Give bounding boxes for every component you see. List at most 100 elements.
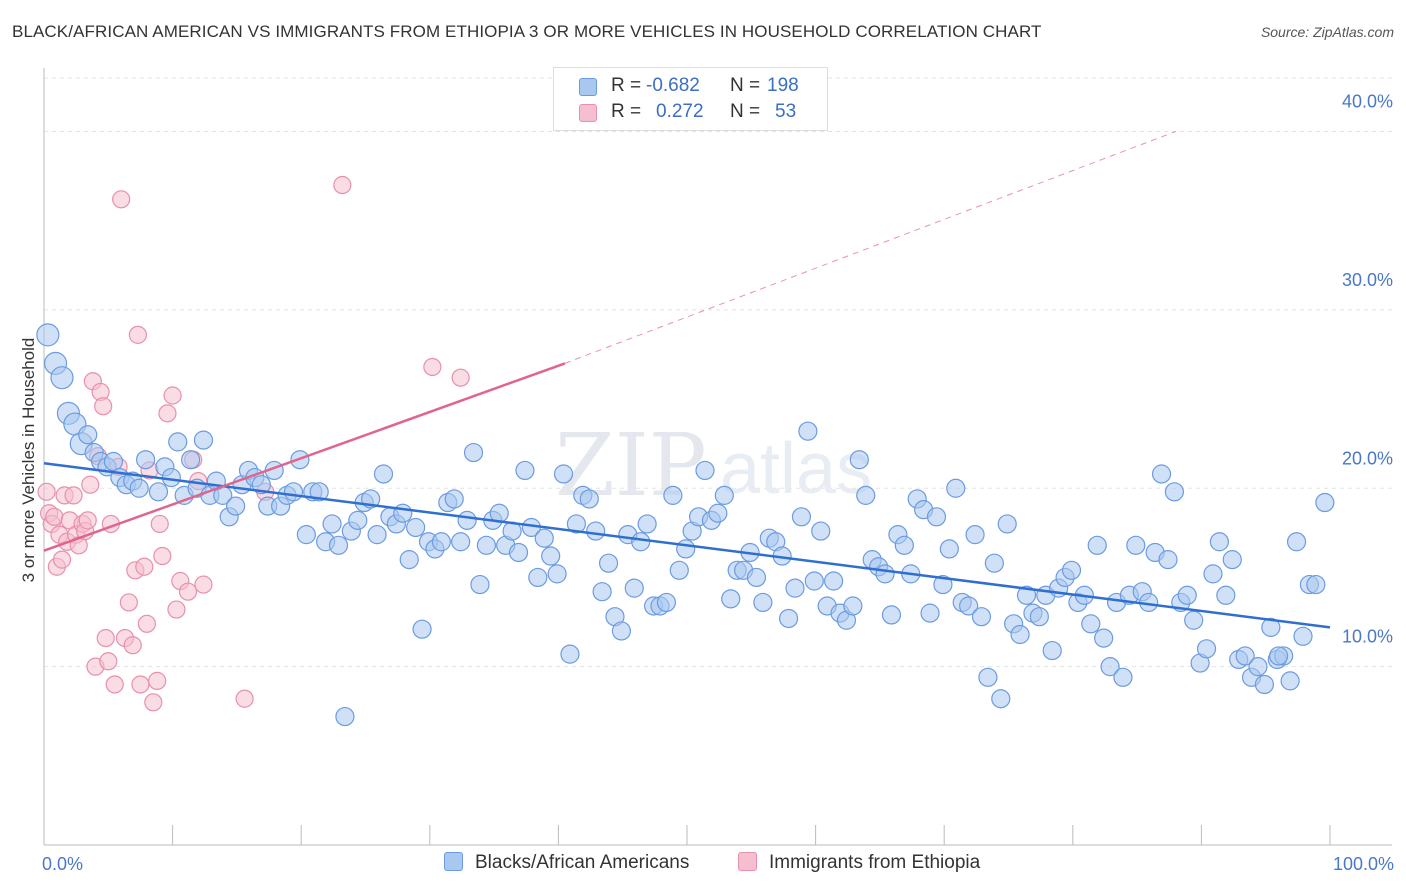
ethiopia-point [135, 557, 154, 576]
y-tick-label: 20.0% [1342, 448, 1393, 468]
black-point [1094, 628, 1114, 648]
black-point [373, 464, 394, 484]
legend-n-value: 198 [767, 75, 799, 96]
black-point [348, 510, 368, 530]
legend-r-value: 0.272 [656, 101, 704, 122]
black-point [946, 478, 966, 498]
ticks: 10.0% 20.0% 30.0% 40.0% 0.0% 100.0% [42, 92, 1394, 874]
black-trend-line [43, 462, 1331, 629]
legend-n-value: 53 [775, 101, 797, 122]
black-point [412, 619, 432, 639]
black-point [328, 535, 349, 555]
ethiopia-point [37, 482, 56, 501]
watermark-atlas: atlas [720, 429, 872, 509]
black-point [1280, 671, 1300, 691]
grid-lines [44, 77, 1392, 668]
ethiopia-point [451, 368, 470, 387]
black-point [541, 546, 561, 566]
black-point [811, 521, 831, 541]
black-point [296, 525, 316, 545]
black-point [1306, 574, 1326, 595]
black-point [1126, 535, 1146, 555]
x-tick-label: 0.0% [42, 854, 83, 874]
y-tick-label: 10.0% [1342, 627, 1393, 647]
black-point [283, 482, 304, 502]
bottom-legend-pink: Immigrants from Ethiopia [738, 852, 980, 874]
legend: R = -0.682 N = 198 R = 0.272 N = 53 [553, 67, 828, 131]
bottom-legend-swatch-pink [738, 852, 757, 871]
ethiopia-point [99, 652, 118, 671]
black-point [1081, 614, 1101, 634]
black-point [451, 532, 471, 552]
black-point [579, 489, 599, 509]
black-point [778, 608, 799, 629]
legend-r-value: -0.682 [646, 75, 700, 96]
ethiopia-point [178, 582, 198, 601]
black-point [1061, 560, 1082, 580]
black-point [881, 605, 902, 625]
black-point [1293, 626, 1313, 646]
black-point [721, 589, 741, 609]
black-point [753, 592, 773, 613]
black-point [1203, 564, 1223, 584]
black-point [669, 560, 689, 580]
black-point [804, 571, 824, 591]
black-point [406, 517, 426, 538]
black-point [1158, 550, 1178, 570]
black-point [444, 489, 464, 509]
black-point [226, 496, 246, 516]
legend-n-label: N = [730, 101, 761, 122]
ethiopia-point [123, 636, 142, 655]
ethiopia-point [112, 190, 131, 209]
ethiopia-point [78, 511, 97, 530]
black-point [920, 603, 940, 623]
black-point [463, 442, 484, 463]
ethiopia-point [105, 675, 124, 694]
black-point [965, 525, 985, 545]
ethiopia-point [144, 693, 163, 712]
black-point [470, 574, 490, 595]
black-point [843, 596, 863, 616]
ethiopia-point [235, 689, 254, 708]
black-point [1254, 674, 1275, 695]
bottom-legend-blue: Blacks/African Americans [444, 852, 689, 874]
black-point [457, 510, 477, 530]
black-point [528, 567, 548, 588]
black-point [1209, 532, 1230, 552]
ethiopia-points [37, 175, 470, 712]
black-point [78, 425, 98, 445]
ethiopia-trend-extension [564, 131, 1176, 364]
ethiopia-point [167, 600, 186, 619]
source-label: Source: ZipAtlas.com [1260, 24, 1394, 40]
black-point [50, 366, 74, 390]
black-point [1087, 535, 1107, 555]
black-point [714, 485, 734, 505]
ethiopia-point [150, 514, 169, 534]
ethiopia-point [333, 175, 352, 195]
y-tick-label: 40.0% [1342, 92, 1393, 112]
ethiopia-point [96, 628, 115, 648]
ethiopia-trend-line [43, 362, 566, 552]
black-point [624, 578, 644, 598]
black-point [193, 430, 214, 450]
ethiopia-point [163, 386, 182, 405]
black-point [560, 644, 580, 664]
black-point [367, 525, 387, 545]
ethiopia-point [52, 550, 72, 569]
black-point [335, 706, 355, 727]
black-point [894, 535, 914, 555]
black-point [1100, 657, 1120, 677]
black-point [663, 485, 683, 505]
black-point [129, 478, 149, 498]
black-point [1010, 624, 1030, 645]
black-point [933, 574, 953, 595]
black-point [611, 621, 632, 641]
black-point [181, 450, 201, 470]
black-point [984, 553, 1004, 573]
black-point [592, 582, 612, 602]
trend-lines [43, 131, 1331, 629]
black-point [1016, 585, 1037, 605]
ethiopia-point [194, 575, 213, 594]
black-point [656, 592, 677, 613]
